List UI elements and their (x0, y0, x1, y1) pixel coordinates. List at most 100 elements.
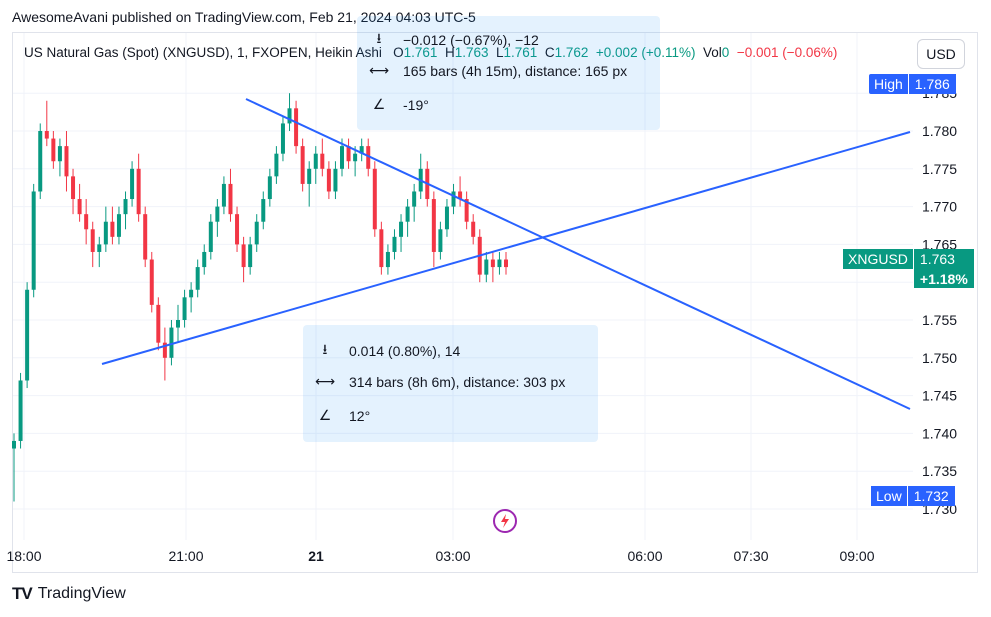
candle-body (313, 153, 318, 169)
candle-body (44, 131, 49, 139)
y-tick-label: 1.735 (922, 463, 957, 479)
chart-frame (12, 32, 978, 573)
candle-body (241, 244, 246, 268)
high-tag-value: 1.786 (907, 74, 956, 94)
candle-body (77, 199, 82, 215)
candle-body (300, 146, 305, 184)
symbol-legend[interactable]: US Natural Gas (Spot) (XNGUSD), 1, FXOPE… (24, 45, 837, 60)
x-tick-label: 09:00 (839, 548, 874, 564)
open-value: 1.761 (403, 45, 438, 60)
candle-body (353, 153, 358, 162)
candle-body (320, 153, 325, 169)
trend-layer (101, 98, 911, 410)
candle-body (405, 206, 410, 222)
time-axis: 18:00 21:00 21 03:00 06:00 07:30 09:00 (6, 548, 874, 564)
candle-body (359, 146, 364, 154)
candle-body (444, 206, 449, 230)
candle-body (90, 229, 95, 252)
measure-bottom-bars-row: ⟷ 314 bars (8h 6m), distance: 303 px (315, 373, 565, 390)
angle-icon: ∠ (372, 96, 386, 112)
candle-body (156, 304, 161, 343)
price-range-icon: ⭳ (322, 341, 328, 357)
low-label: L (496, 45, 504, 60)
measure-bottom-bars: 314 bars (8h 6m), distance: 303 px (349, 373, 566, 390)
measure-top-angle: -19° (403, 96, 429, 113)
open-label: O (393, 45, 404, 60)
candle-body (346, 146, 351, 162)
candle-body (84, 214, 89, 230)
candle-body (412, 191, 417, 207)
low-tag: Low 1.732 (871, 486, 955, 506)
candle-body (123, 199, 128, 215)
y-tick-label: 1.745 (922, 388, 957, 404)
symbol-tag-values: 1.763 +1.18% (912, 249, 974, 289)
candle-body (484, 259, 489, 275)
candle-body (235, 214, 240, 245)
candle-body (38, 131, 43, 192)
low-tag-label: Low (871, 486, 907, 506)
measure-top-bars: 165 bars (4h 15m), distance: 165 px (403, 62, 628, 79)
high-label: H (444, 45, 455, 60)
candle-body (31, 191, 36, 290)
candle-body (261, 199, 266, 222)
candle-body (215, 206, 220, 222)
candle-body (280, 123, 285, 154)
candle-body (51, 138, 56, 162)
flash-icon[interactable] (492, 508, 518, 534)
symbol-tag-price: 1.763 (912, 249, 974, 269)
candle-body (340, 146, 344, 169)
candle-body (97, 244, 102, 252)
bars-range-icon: ⟷ (368, 62, 390, 78)
high-value: 1.763 (454, 45, 489, 60)
angle-icon: ∠ (318, 407, 332, 423)
y-tick-label: 1.750 (922, 350, 957, 366)
candle-body (12, 440, 16, 449)
tradingview-logo[interactable]: TV TradingView (12, 584, 126, 604)
currency-button[interactable]: USD (917, 39, 965, 69)
candle-body (497, 259, 502, 268)
measure-box-top[interactable]: ⭳ −0.012 (−0.67%), −12 ⟷ 165 bars (4h 15… (357, 16, 660, 130)
measure-box-bottom[interactable]: ⭳ 0.014 (0.80%), 14 ⟷ 314 bars (8h 6m), … (303, 325, 598, 442)
measure-top-price-row: ⭳ −0.012 (−0.67%), −12 (369, 28, 539, 52)
candle-body (379, 229, 384, 268)
candle-body (248, 244, 253, 268)
candle-body (490, 259, 495, 268)
candle-body (399, 221, 404, 237)
y-tick-label: 1.780 (922, 123, 957, 139)
candle-body (103, 221, 108, 245)
close-value: 1.762 (554, 45, 589, 60)
y-tick-label: 1.775 (922, 161, 957, 177)
candle-body (287, 108, 292, 124)
candle-body (162, 342, 167, 358)
symbol-title: US Natural Gas (Spot) (XNGUSD), 1, FXOPE… (24, 45, 382, 60)
candle-body (385, 251, 390, 268)
tv-logo-mark: TV (12, 584, 33, 603)
price-change: +0.002 (+0.11%) (595, 45, 696, 60)
candle-body (195, 267, 200, 290)
candle-body (392, 236, 397, 252)
candle-body (169, 327, 174, 358)
candle-body (136, 168, 141, 215)
low-value: 1.761 (503, 45, 538, 60)
trendline-rising (101, 131, 911, 365)
candle-body (116, 214, 121, 237)
candle-body (57, 146, 62, 162)
candle-body (471, 221, 476, 237)
measure-top-bars-row: ⟷ 165 bars (4h 15m), distance: 165 px (369, 62, 627, 79)
x-tick-label: 06:00 (627, 548, 662, 564)
candle-body (130, 168, 135, 200)
candle-body (366, 146, 371, 169)
price-range-icon: ⭳ (376, 30, 382, 46)
candle-body (25, 289, 30, 381)
candle-body (274, 153, 279, 177)
symbol-tag-change: +1.18% (912, 269, 974, 288)
x-tick-label: 21:00 (168, 548, 203, 564)
measure-bottom-price: 0.014 (0.80%), 14 (349, 343, 461, 359)
x-tick-label: 07:30 (733, 548, 768, 564)
candle-body (254, 221, 259, 245)
price-axis: 1.7301.7351.7401.7451.7501.7551.7601.765… (922, 85, 957, 517)
y-tick-label: 1.755 (922, 312, 957, 328)
candle-body (372, 168, 377, 230)
candle-body (64, 146, 69, 177)
